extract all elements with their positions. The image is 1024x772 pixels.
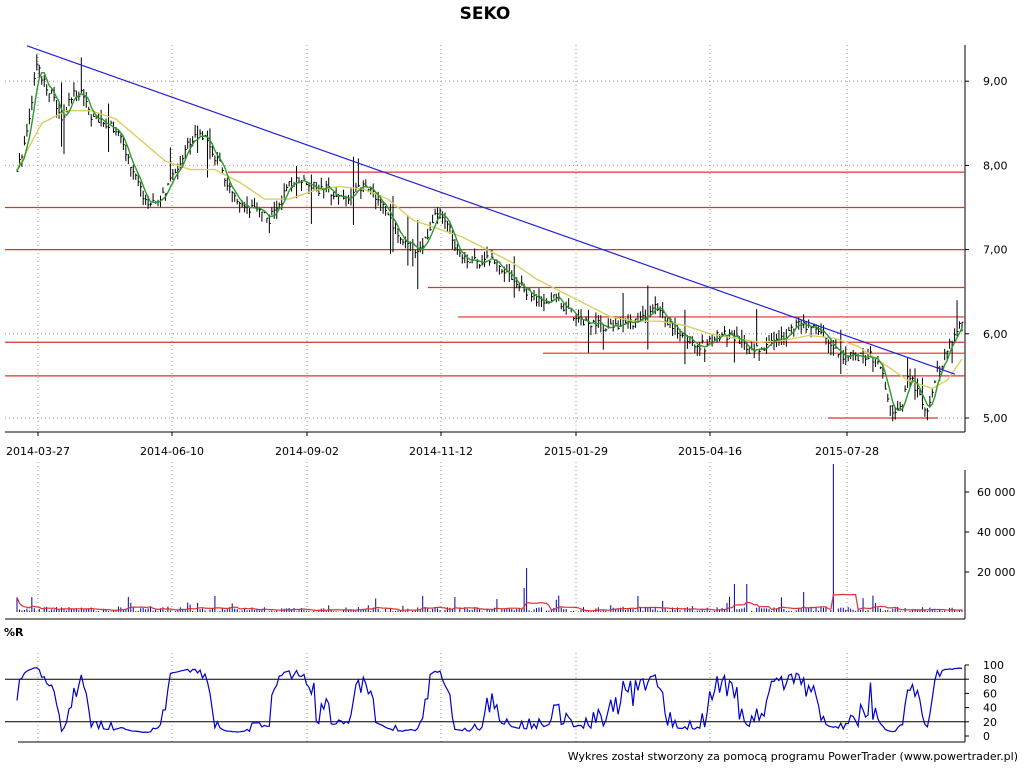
y-tick-label: 7,00 bbox=[983, 244, 1008, 257]
volume-y-tick-label: 20 000 bbox=[977, 566, 1016, 579]
y-tick-label: 8,00 bbox=[983, 159, 1008, 172]
x-tick-label: 2014-06-10 bbox=[140, 445, 204, 458]
long-moving-average-line bbox=[16, 110, 963, 390]
price-panel bbox=[5, 45, 965, 422]
x-tick-label: 2014-09-02 bbox=[275, 445, 339, 458]
x-tick-label: 2014-11-12 bbox=[409, 445, 473, 458]
williams-r-panel bbox=[5, 666, 965, 734]
wr-y-tick-label: 20 bbox=[983, 716, 997, 729]
wr-y-tick-label: 40 bbox=[983, 702, 997, 715]
x-tick-label: 2015-04-16 bbox=[678, 445, 742, 458]
volume-y-tick-label: 60 000 bbox=[977, 486, 1016, 499]
short-moving-average-line bbox=[16, 71, 963, 411]
williams-r-label: %R bbox=[4, 626, 24, 639]
x-tick-label: 2015-01-29 bbox=[544, 445, 608, 458]
wr-y-tick-label: 100 bbox=[983, 659, 1004, 672]
x-tick-label: 2015-07-28 bbox=[815, 445, 879, 458]
y-tick-label: 9,00 bbox=[983, 75, 1008, 88]
volume-panel bbox=[16, 464, 963, 612]
trendline bbox=[26, 45, 956, 375]
wr-y-tick-label: 60 bbox=[983, 687, 997, 700]
volume-y-tick-label: 40 000 bbox=[977, 526, 1016, 539]
x-tick-label: 2014-03-27 bbox=[6, 445, 70, 458]
chart-title: SEKO bbox=[460, 4, 511, 24]
volume-moving-average-line bbox=[16, 593, 963, 612]
y-tick-label: 5,00 bbox=[983, 412, 1008, 425]
y-tick-label: 6,00 bbox=[983, 328, 1008, 341]
wr-y-tick-label: 0 bbox=[983, 730, 990, 743]
footer-credit: Wykres został stworzony za pomocą progra… bbox=[568, 750, 1018, 763]
williams-r-line bbox=[16, 666, 963, 734]
wr-y-tick-label: 80 bbox=[983, 673, 997, 686]
grid-layer: 2014-03-27 2014-06-10 2014-09-02 2014-11-12… bbox=[5, 45, 1016, 743]
